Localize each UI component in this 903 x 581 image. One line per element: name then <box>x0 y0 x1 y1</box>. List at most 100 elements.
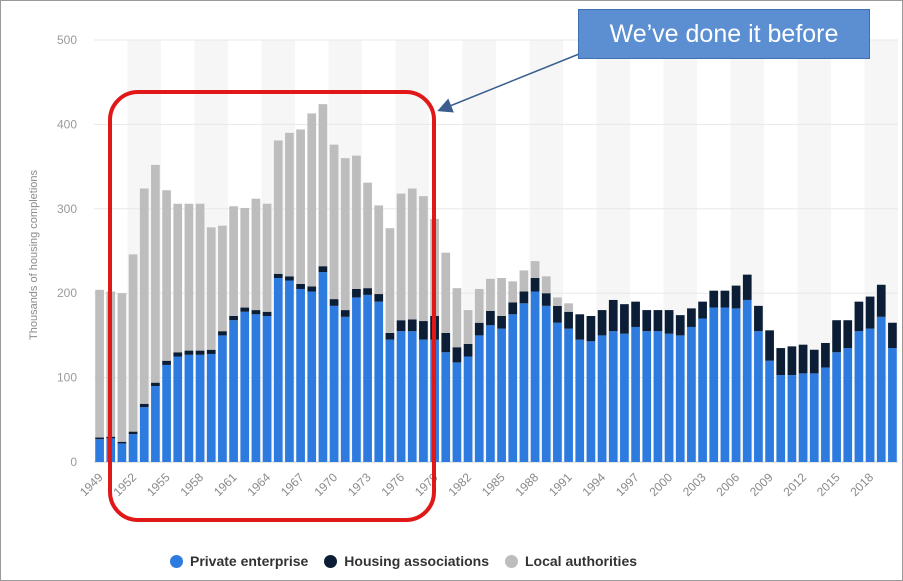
bar-local-authorities-1956[interactable] <box>173 203 183 353</box>
bar-private-1981[interactable] <box>452 362 462 462</box>
bar-local-authorities-1952[interactable] <box>128 254 138 432</box>
bar-local-authorities-1989[interactable] <box>541 276 551 294</box>
bar-private-2004[interactable] <box>709 307 719 462</box>
bar-private-1993[interactable] <box>586 341 596 462</box>
bar-private-1973[interactable] <box>363 294 372 462</box>
bar-private-2012[interactable] <box>798 373 808 462</box>
legend-item-local-authorities[interactable]: Local authorities <box>505 553 637 569</box>
bar-housing-associations-2012[interactable] <box>798 344 808 374</box>
bar-private-1999[interactable] <box>653 331 663 462</box>
bar-private-1971[interactable] <box>340 316 350 462</box>
bar-local-authorities-1965[interactable] <box>273 140 283 274</box>
bar-private-1957[interactable] <box>184 354 194 462</box>
bar-private-1983[interactable] <box>474 335 484 462</box>
bar-private-1972[interactable] <box>352 297 361 462</box>
bar-local-authorities-1987[interactable] <box>519 270 529 292</box>
bar-private-2018[interactable] <box>865 328 875 462</box>
bar-private-1967[interactable] <box>296 288 305 462</box>
bar-housing-associations-1989[interactable] <box>541 293 551 306</box>
bar-housing-associations-2005[interactable] <box>720 290 730 308</box>
bar-housing-associations-2019[interactable] <box>876 284 886 317</box>
bar-private-1996[interactable] <box>620 333 629 462</box>
bar-housing-associations-1963[interactable] <box>251 310 261 315</box>
bar-local-authorities-1975[interactable] <box>385 228 395 333</box>
bar-local-authorities-1963[interactable] <box>251 198 261 311</box>
bar-housing-associations-1984[interactable] <box>486 310 495 326</box>
bar-housing-associations-1970[interactable] <box>329 299 339 306</box>
bar-private-1988[interactable] <box>530 291 540 462</box>
bar-housing-associations-2002[interactable] <box>687 308 696 327</box>
bar-housing-associations-2018[interactable] <box>865 296 875 329</box>
bar-housing-associations-1999[interactable] <box>653 310 663 332</box>
bar-housing-associations-1986[interactable] <box>508 302 518 315</box>
bar-private-1961[interactable] <box>229 320 238 462</box>
bar-housing-associations-1962[interactable] <box>240 307 250 312</box>
bar-private-2020[interactable] <box>888 348 897 462</box>
bar-housing-associations-1958[interactable] <box>195 350 205 355</box>
bar-private-1970[interactable] <box>329 305 339 462</box>
bar-private-2011[interactable] <box>787 375 797 462</box>
bar-local-authorities-1988[interactable] <box>530 261 540 279</box>
bar-housing-associations-2000[interactable] <box>664 310 674 334</box>
bar-housing-associations-1978[interactable] <box>419 321 428 340</box>
bar-housing-associations-1988[interactable] <box>530 278 540 292</box>
bar-private-1995[interactable] <box>608 331 618 462</box>
bar-private-1954[interactable] <box>151 386 160 462</box>
bar-private-1963[interactable] <box>251 314 261 462</box>
bar-housing-associations-2007[interactable] <box>742 274 752 300</box>
bar-housing-associations-2001[interactable] <box>675 315 685 336</box>
bar-private-1965[interactable] <box>273 278 283 462</box>
bar-private-1962[interactable] <box>240 311 250 462</box>
bar-housing-associations-2017[interactable] <box>854 301 864 332</box>
bar-housing-associations-1972[interactable] <box>352 288 361 298</box>
bar-private-1985[interactable] <box>497 328 506 462</box>
bar-private-1966[interactable] <box>285 280 294 462</box>
legend-item-private[interactable]: Private enterprise <box>170 553 308 569</box>
bar-housing-associations-1995[interactable] <box>608 299 618 332</box>
bar-local-authorities-1949[interactable] <box>95 289 104 438</box>
bar-private-1984[interactable] <box>486 325 495 462</box>
bar-private-1978[interactable] <box>419 339 428 462</box>
bar-private-1977[interactable] <box>407 331 417 462</box>
bar-housing-associations-2003[interactable] <box>698 301 707 319</box>
bar-private-1952[interactable] <box>128 434 138 462</box>
bar-local-authorities-1966[interactable] <box>285 132 294 277</box>
bar-housing-associations-2016[interactable] <box>843 320 853 349</box>
bar-private-1959[interactable] <box>206 353 216 462</box>
bar-housing-associations-1982[interactable] <box>463 343 473 357</box>
bar-housing-associations-2011[interactable] <box>787 346 797 376</box>
bar-housing-associations-1961[interactable] <box>229 315 238 321</box>
bar-local-authorities-1974[interactable] <box>374 205 384 295</box>
bar-private-2013[interactable] <box>809 373 819 462</box>
bar-local-authorities-1982[interactable] <box>463 310 473 344</box>
bar-local-authorities-1957[interactable] <box>184 203 194 351</box>
bar-local-authorities-1976[interactable] <box>396 193 406 321</box>
bar-housing-associations-1949[interactable] <box>95 437 104 440</box>
bar-private-2010[interactable] <box>776 375 786 462</box>
bar-housing-associations-1968[interactable] <box>307 286 317 292</box>
bar-housing-associations-1991[interactable] <box>564 311 573 329</box>
bar-housing-associations-1993[interactable] <box>586 315 596 342</box>
bar-local-authorities-1959[interactable] <box>206 227 216 350</box>
bar-housing-associations-1965[interactable] <box>273 273 283 279</box>
bar-local-authorities-1970[interactable] <box>329 144 339 300</box>
bar-housing-associations-1998[interactable] <box>642 310 652 332</box>
bar-housing-associations-1959[interactable] <box>206 349 216 354</box>
bar-housing-associations-1951[interactable] <box>117 441 127 444</box>
bar-housing-associations-1974[interactable] <box>374 294 384 302</box>
bar-local-authorities-1954[interactable] <box>151 164 160 383</box>
bar-local-authorities-1984[interactable] <box>486 278 495 311</box>
bar-private-1956[interactable] <box>173 356 183 463</box>
bar-housing-associations-1953[interactable] <box>139 403 149 408</box>
bar-private-2007[interactable] <box>742 299 752 462</box>
bar-private-2008[interactable] <box>754 331 763 462</box>
bar-private-1951[interactable] <box>117 443 127 462</box>
bar-private-1958[interactable] <box>195 354 205 462</box>
bar-private-2005[interactable] <box>720 307 730 462</box>
bar-housing-associations-1967[interactable] <box>296 283 305 289</box>
bar-housing-associations-2010[interactable] <box>776 348 786 376</box>
bar-private-2015[interactable] <box>832 352 841 462</box>
bar-housing-associations-1955[interactable] <box>162 360 171 365</box>
bar-housing-associations-1976[interactable] <box>396 320 406 332</box>
bar-private-1998[interactable] <box>642 331 652 462</box>
